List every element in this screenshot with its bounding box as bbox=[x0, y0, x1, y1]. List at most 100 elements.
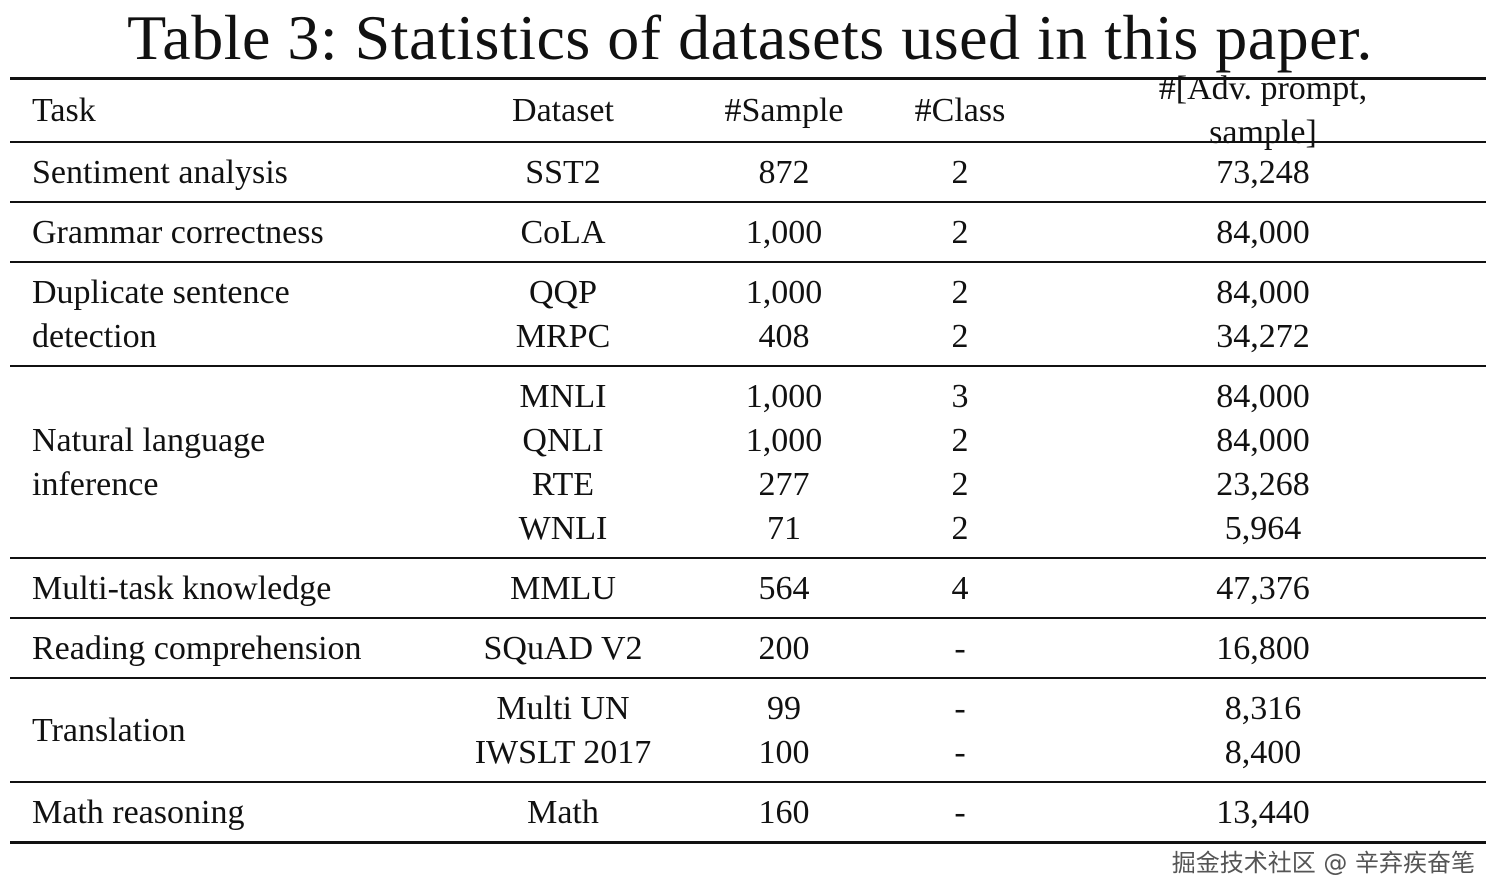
adv-cell: 84,000 34,272 bbox=[1113, 263, 1413, 366]
task-line: Math reasoning bbox=[32, 793, 245, 831]
dataset-value: QQP bbox=[528, 273, 598, 311]
adv-value: 8,316 bbox=[1224, 689, 1302, 727]
header-row: Task Dataset #Sample #Class #[Adv. promp… bbox=[10, 70, 1486, 151]
dataset-cell: MMLU bbox=[463, 559, 663, 618]
adv-value: 34,272 bbox=[1216, 317, 1310, 355]
bottom-rule bbox=[10, 841, 1486, 844]
adv-value: 84,000 bbox=[1216, 273, 1310, 311]
dataset-cell: Math bbox=[463, 783, 663, 842]
dataset-cell: SQuAD V2 bbox=[463, 619, 663, 678]
task-cell: Sentiment analysis bbox=[32, 143, 288, 202]
header-task: Task bbox=[32, 92, 96, 129]
class-value: 2 bbox=[951, 153, 969, 191]
header-sample: #Sample bbox=[724, 92, 844, 129]
adv-cell: 13,440 bbox=[1113, 783, 1413, 842]
dataset-value: CoLA bbox=[520, 213, 606, 251]
task-cell: Multi-task knowledge bbox=[32, 559, 331, 618]
row-rule bbox=[10, 201, 1486, 203]
dataset-value: SQuAD V2 bbox=[483, 629, 643, 667]
dataset-cell: MNLI QNLI RTE WNLI bbox=[463, 367, 663, 558]
adv-value: 84,000 bbox=[1216, 213, 1310, 251]
dataset-cell: QQP MRPC bbox=[463, 263, 663, 366]
task-line: Sentiment analysis bbox=[32, 153, 288, 191]
class-value: - bbox=[954, 689, 966, 727]
task-cell: Duplicate sentence detection bbox=[32, 263, 290, 366]
sample-value: 100 bbox=[758, 733, 810, 771]
task-cell: Grammar correctness bbox=[32, 203, 324, 262]
sample-cell: 872 bbox=[684, 143, 884, 202]
task-line: detection bbox=[32, 317, 157, 355]
sample-value: 160 bbox=[758, 793, 810, 831]
table-group: Reading comprehension SQuAD V2 200 - 16,800 bbox=[10, 619, 1486, 678]
watermark: 掘金技术社区 @ 辛弃疾奋笔 bbox=[1171, 849, 1475, 877]
dataset-value: RTE bbox=[531, 465, 595, 503]
sample-value: 200 bbox=[758, 629, 810, 667]
adv-cell: 8,316 8,400 bbox=[1113, 679, 1413, 782]
task-cell: Translation bbox=[32, 679, 186, 782]
task-line: inference bbox=[32, 465, 159, 503]
dataset-cell: Multi UN IWSLT 2017 bbox=[463, 679, 663, 782]
class-value: 2 bbox=[951, 509, 969, 547]
task-cell: Math reasoning bbox=[32, 783, 244, 842]
class-cell: 4 bbox=[860, 559, 1060, 618]
class-cell: 2 bbox=[860, 203, 1060, 262]
sample-value: 71 bbox=[767, 509, 801, 547]
class-value: 2 bbox=[951, 317, 969, 355]
adv-cell: 47,376 bbox=[1113, 559, 1413, 618]
table-group: Duplicate sentence detection QQP MRPC 1,000 4… bbox=[10, 263, 1486, 366]
class-cell: 3 2 2 2 bbox=[860, 367, 1060, 558]
dataset-value: WNLI bbox=[518, 509, 608, 547]
table-caption: Table 3: Statistics of datasets used in … bbox=[127, 2, 1373, 73]
sample-cell: 200 bbox=[684, 619, 884, 678]
top-rule bbox=[10, 77, 1486, 80]
class-value: 3 bbox=[951, 377, 969, 415]
row-rule bbox=[10, 677, 1486, 679]
class-value: 4 bbox=[951, 569, 969, 607]
dataset-value: IWSLT 2017 bbox=[474, 733, 652, 771]
dataset-cell: SST2 bbox=[463, 143, 663, 202]
sample-value: 1,000 bbox=[745, 273, 823, 311]
sample-cell: 564 bbox=[684, 559, 884, 618]
sample-value: 277 bbox=[758, 465, 810, 503]
adv-cell: 73,248 bbox=[1113, 143, 1413, 202]
dataset-value: MNLI bbox=[519, 377, 607, 415]
class-value: 2 bbox=[951, 465, 969, 503]
adv-value: 73,248 bbox=[1216, 153, 1310, 191]
row-rule bbox=[10, 557, 1486, 559]
row-rule bbox=[10, 365, 1486, 367]
class-cell: - bbox=[860, 783, 1060, 842]
table-group: Math reasoning Math 160 - 13,440 bbox=[10, 783, 1486, 842]
dataset-value: Multi UN bbox=[496, 689, 630, 727]
sample-value: 99 bbox=[767, 689, 801, 727]
task-line: Duplicate sentence bbox=[32, 273, 290, 311]
class-value: - bbox=[954, 733, 966, 771]
table-group: Natural language inference MNLI QNLI RTE WNLI… bbox=[10, 367, 1486, 558]
adv-value: 23,268 bbox=[1216, 465, 1310, 503]
sample-value: 1,000 bbox=[745, 421, 823, 459]
header-dataset: Dataset bbox=[512, 92, 614, 129]
table-group: Multi-task knowledge MMLU 564 4 47,376 bbox=[10, 559, 1486, 618]
dataset-value: Math bbox=[527, 793, 599, 831]
class-cell: -- bbox=[860, 679, 1060, 782]
dataset-value: SST2 bbox=[525, 153, 601, 191]
dataset-value: MRPC bbox=[515, 317, 611, 355]
adv-value: 16,800 bbox=[1216, 629, 1310, 667]
sample-value: 564 bbox=[758, 569, 810, 607]
adv-value: 8,400 bbox=[1224, 733, 1302, 771]
adv-value: 13,440 bbox=[1216, 793, 1310, 831]
class-value: 2 bbox=[951, 213, 969, 251]
sample-value: 872 bbox=[758, 153, 810, 191]
adv-value: 47,376 bbox=[1216, 569, 1310, 607]
task-line: Natural language bbox=[32, 421, 266, 459]
dataset-cell: CoLA bbox=[463, 203, 663, 262]
dataset-value: QNLI bbox=[522, 421, 604, 459]
sample-value: 408 bbox=[758, 317, 810, 355]
row-rule bbox=[10, 261, 1486, 263]
adv-value: 84,000 bbox=[1216, 421, 1310, 459]
header-adv: #[Adv. prompt, sample] bbox=[1158, 70, 1368, 151]
table-group: Translation Multi UN IWSLT 2017 99 100- -8,31… bbox=[10, 679, 1486, 782]
adv-cell: 16,800 bbox=[1113, 619, 1413, 678]
adv-value: 84,000 bbox=[1216, 377, 1310, 415]
sample-cell: 1,000 1,000 277 71 bbox=[684, 367, 884, 558]
